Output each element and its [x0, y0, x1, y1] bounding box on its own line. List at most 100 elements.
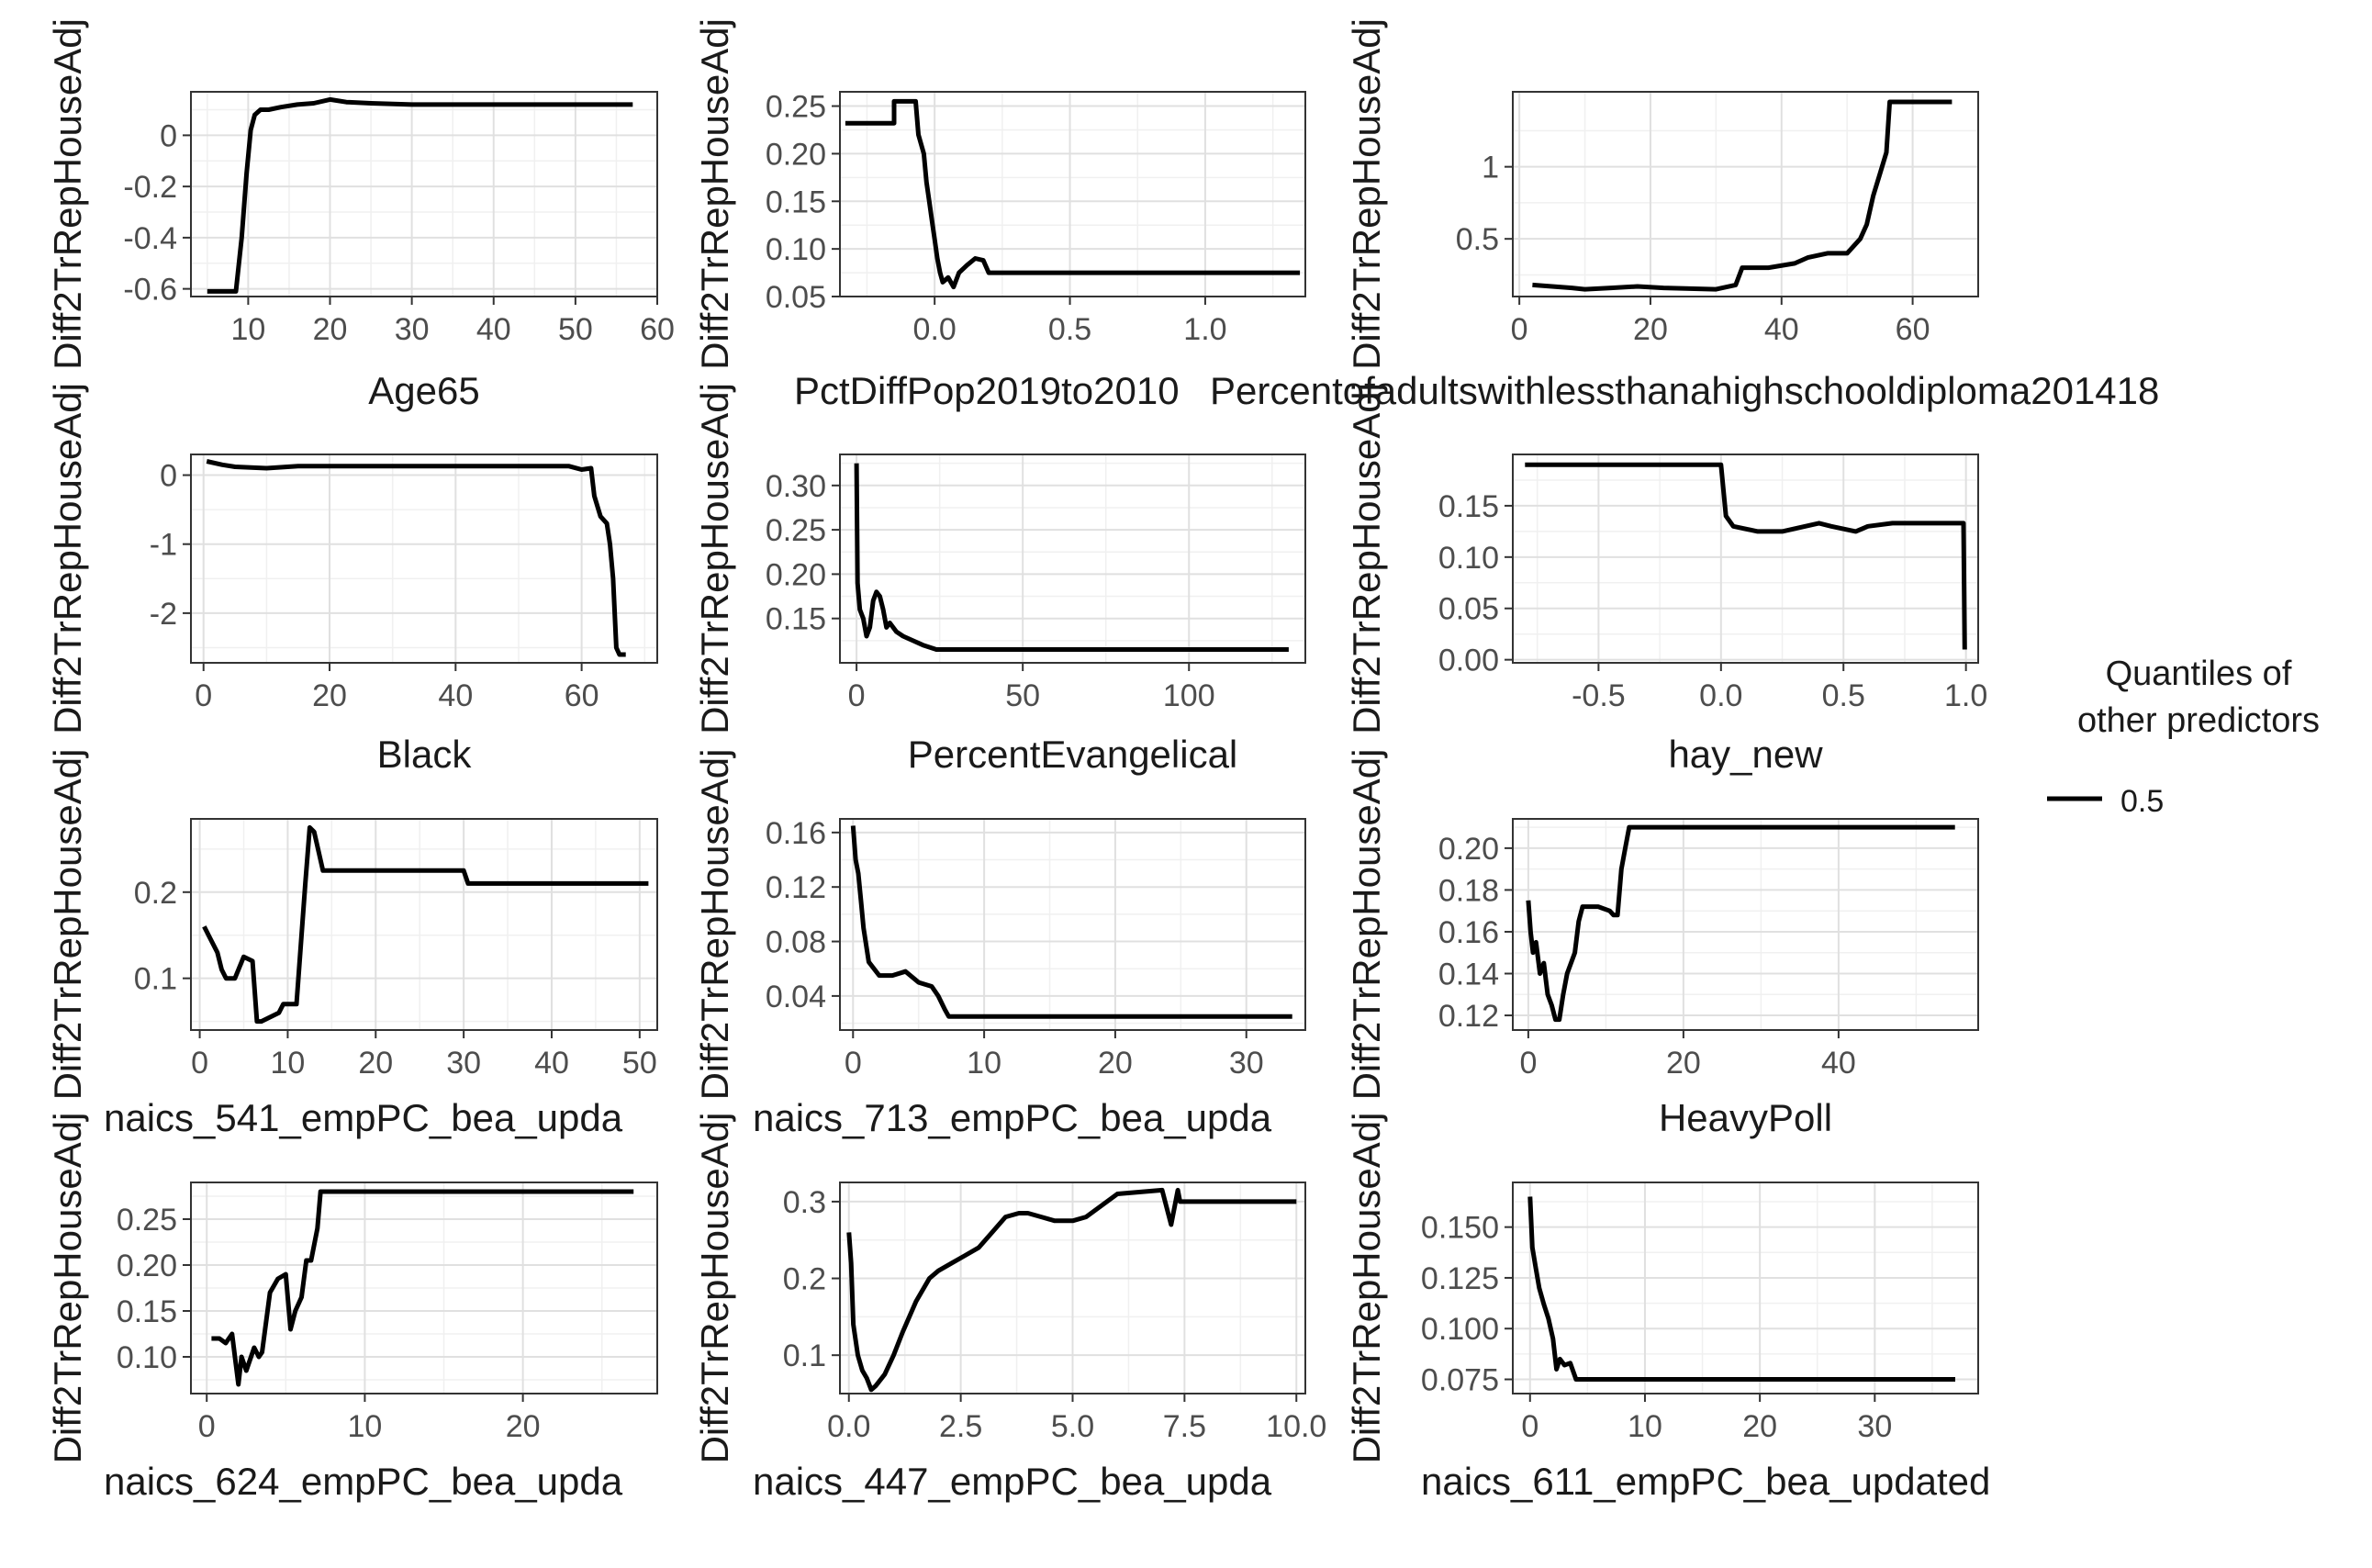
y-axis-title: Diff2TrRepHouseAdj — [46, 383, 89, 734]
panel-border — [190, 818, 658, 1031]
y-tick-label: 0.5 — [1456, 222, 1499, 257]
x-tick-label: 30 — [446, 1046, 481, 1081]
y-tick-label: 0.10 — [1438, 541, 1499, 576]
x-tick-label: 20 — [1098, 1046, 1133, 1081]
x-tick-label: 10 — [271, 1046, 306, 1081]
x-tick-label: 0 — [1511, 312, 1528, 347]
x-tick-label: 60 — [1896, 312, 1930, 347]
y-tick-label: 0.1 — [134, 962, 177, 997]
x-axis-title: naics_611_empPC_bea_updated — [1421, 1460, 1990, 1503]
x-tick-label: 20 — [358, 1046, 393, 1081]
series-line-0.5 — [1526, 824, 1955, 1023]
x-tick-label: 50 — [558, 312, 593, 347]
y-tick-label: 0.20 — [766, 557, 826, 592]
panel-naics-541-emppc-bea-upda: 0 10 20 30 40 50 0.2 0.1 naics_541_empPC_bea_upd… — [46, 749, 658, 1139]
y-tick-label: 0.20 — [1438, 832, 1499, 867]
y-axis-title: Diff2TrRepHouseAdj — [1345, 1113, 1388, 1464]
y-axis-title: Diff2TrRepHouseAdj — [693, 1113, 736, 1464]
x-axis-title: PercentEvangelical — [908, 733, 1238, 776]
y-tick-label: 0.18 — [1438, 873, 1499, 908]
x-tick-label: 0 — [848, 678, 866, 713]
panel-background — [191, 92, 657, 297]
panel-black: 0 20 40 60 0 -1 -2 Black Diff2TrRepHouseAdj — [46, 383, 658, 776]
y-tick-label: 0.12 — [766, 870, 826, 905]
y-axis-title: Diff2TrRepHouseAdj — [693, 749, 736, 1101]
y-tick-label: 0.2 — [134, 876, 177, 911]
panel-percentofadultswithlessthanahighschooldiploma201418: 0 20 40 60 1 0.5 Percentofadultswithlessthanah… — [1210, 18, 2159, 412]
y-tick-label: 0.100 — [1421, 1312, 1499, 1347]
x-axis-title: PctDiffPop2019to2010 — [794, 369, 1180, 412]
x-tick-label: 10 — [348, 1409, 383, 1444]
series-line-0.5 — [1525, 462, 1967, 650]
y-tick-label: 0.05 — [766, 280, 826, 315]
y-axis-title: Diff2TrRepHouseAdj — [693, 18, 736, 370]
y-tick-label: 0.15 — [766, 602, 826, 637]
y-tick-label: 0.150 — [1421, 1211, 1499, 1246]
y-tick-label: -0.6 — [123, 273, 177, 308]
y-tick-label: 0.25 — [766, 90, 826, 125]
x-tick-label: 100 — [1163, 678, 1215, 713]
x-tick-label: 0 — [1519, 1046, 1537, 1081]
series-line-0.5 — [207, 96, 633, 294]
x-tick-label: 40 — [1821, 1046, 1856, 1081]
x-tick-label: 0 — [191, 1046, 208, 1081]
x-tick-label: 20 — [313, 312, 348, 347]
x-tick-label: 40 — [1764, 312, 1799, 347]
x-tick-label: 7.5 — [1163, 1409, 1206, 1444]
y-tick-label: 0.12 — [1438, 999, 1499, 1034]
legend: Quantiles of other predictors 0.5 — [2047, 655, 2320, 819]
x-tick-label: 2.5 — [939, 1409, 982, 1444]
series-line-0.5 — [1527, 1196, 1955, 1382]
y-tick-label: 0.08 — [766, 925, 826, 960]
x-tick-label: 10 — [967, 1046, 1001, 1081]
x-tick-label: -0.5 — [1572, 678, 1626, 713]
panel-background — [840, 454, 1305, 663]
x-tick-label: 40 — [476, 312, 511, 347]
x-tick-label: 0.5 — [1822, 678, 1865, 713]
x-tick-label: 0 — [1521, 1409, 1538, 1444]
y-axis-title: Diff2TrRepHouseAdj — [46, 1113, 89, 1464]
x-tick-label: 5.0 — [1051, 1409, 1094, 1444]
series-line-0.5 — [846, 1187, 1297, 1393]
x-axis-title: hay_new — [1668, 733, 1823, 776]
panel-background — [1513, 454, 1978, 663]
panel-background — [840, 819, 1305, 1030]
series-line-0.5 — [202, 824, 649, 1025]
y-tick-label: -0.2 — [123, 170, 177, 205]
panel-border — [839, 91, 1306, 297]
panel-border — [1512, 818, 1979, 1031]
y-tick-label: -2 — [150, 597, 177, 632]
panel-hay-new: -0.5 0.0 0.5 1.0 0.15 0.10 0.05 0.00 hay_new Diff… — [1345, 383, 1987, 776]
panel-background — [191, 819, 657, 1030]
y-tick-label: 0.30 — [766, 469, 826, 504]
y-axis-title: Diff2TrRepHouseAdj — [1345, 383, 1388, 734]
x-tick-label: 40 — [534, 1046, 569, 1081]
x-tick-label: 0 — [198, 1409, 216, 1444]
series-line-0.5 — [1532, 99, 1952, 292]
x-tick-label: 20 — [312, 678, 347, 713]
panel-border — [839, 818, 1306, 1031]
panel-border — [839, 454, 1306, 664]
y-axis-title: Diff2TrRepHouseAdj — [1345, 749, 1388, 1101]
y-axis-title: Diff2TrRepHouseAdj — [693, 383, 736, 734]
x-tick-label: 0 — [845, 1046, 862, 1081]
panel-border — [1512, 1182, 1979, 1394]
panel-border — [190, 454, 658, 664]
y-tick-label: 0.20 — [117, 1249, 177, 1283]
x-tick-label: 20 — [506, 1409, 541, 1444]
x-tick-label: 1.0 — [1183, 312, 1226, 347]
x-tick-label: 30 — [1229, 1046, 1264, 1081]
y-tick-label: 0.14 — [1438, 958, 1499, 992]
panel-border — [190, 1182, 658, 1394]
x-axis-title: naics_624_empPC_bea_upda — [104, 1460, 623, 1503]
x-tick-label: 50 — [1005, 678, 1040, 713]
x-tick-label: 20 — [1742, 1409, 1777, 1444]
panels-layer: 10 20 30 40 50 600-0.2-0.4-0.6Age65Diff2TrRep… — [46, 18, 2159, 1503]
x-tick-label: 0.5 — [1048, 312, 1091, 347]
x-tick-label: 10.0 — [1266, 1409, 1326, 1444]
series-line-0.5 — [850, 825, 1292, 1019]
x-tick-label: 30 — [395, 312, 430, 347]
y-tick-label: 0.3 — [783, 1185, 826, 1220]
x-tick-label: 30 — [1857, 1409, 1892, 1444]
panel-background — [1513, 819, 1978, 1030]
